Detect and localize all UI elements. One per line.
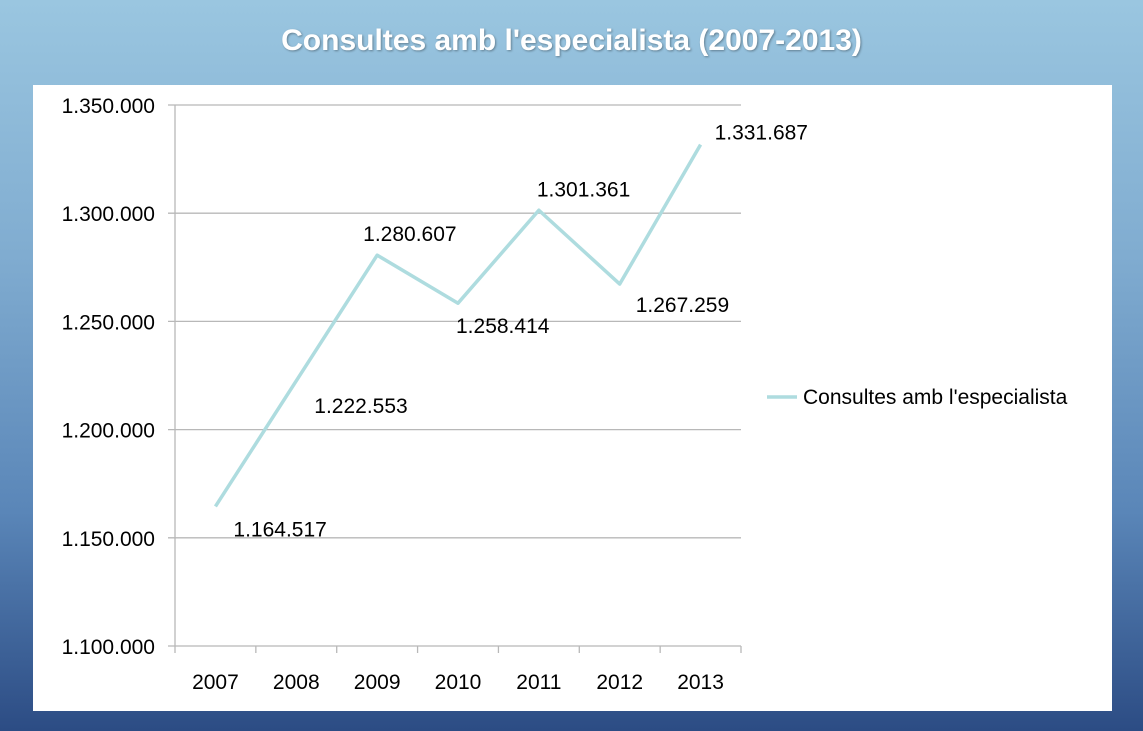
y-tick-label: 1.100.000 [62,636,155,659]
data-label: 1.258.414 [456,315,550,338]
y-tick-label: 1.250.000 [62,311,155,334]
x-tick-label: 2008 [273,671,320,694]
data-label: 1.331.687 [715,122,808,145]
x-tick-label: 2009 [354,671,401,694]
x-tick-label: 2013 [677,671,724,694]
data-label: 1.301.361 [537,178,630,201]
chart-title: Consultes amb l'especialista (2007-2013) [281,24,862,57]
y-tick-label: 1.150.000 [62,528,155,551]
x-tick-label: 2011 [516,671,561,694]
data-label: 1.222.553 [314,395,407,418]
chart-panel [33,85,1112,711]
data-label: 1.280.607 [363,223,456,246]
data-label: 1.164.517 [233,518,326,541]
y-tick-label: 1.350.000 [62,95,155,118]
y-tick-label: 1.300.000 [62,203,155,226]
x-tick-label: 2007 [192,671,239,694]
series-line [213,143,703,508]
data-label: 1.267.259 [636,294,729,317]
legend-label: Consultes amb l'especialista [803,386,1068,409]
x-tick-label: 2012 [596,671,643,694]
x-tick-label: 2010 [435,671,482,694]
y-tick-label: 1.200.000 [62,420,155,443]
